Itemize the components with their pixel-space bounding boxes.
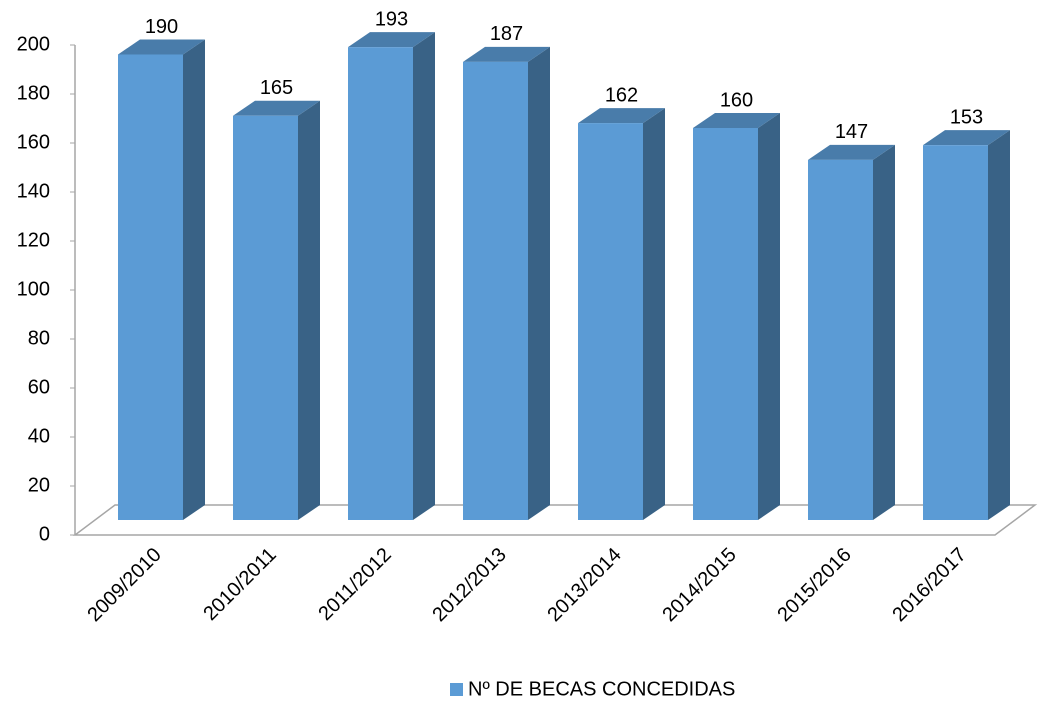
value-label: 187 (490, 23, 523, 45)
legend-label: Nº DE BECAS CONCEDIDAS (468, 678, 735, 700)
y-tick-label: 0 (39, 523, 50, 545)
x-tick-label: 2011/2012 (314, 544, 395, 625)
bar-side (298, 100, 320, 520)
bar (233, 115, 298, 520)
bar-side (758, 113, 780, 520)
bar (463, 61, 528, 520)
value-label: 147 (835, 121, 868, 143)
floor (72, 504, 1038, 536)
bar-top (118, 39, 205, 55)
bar-top (578, 108, 665, 124)
x-tick-label: 2012/2013 (428, 544, 510, 626)
bar-top (693, 113, 780, 128)
bar-side (988, 130, 1010, 520)
bar-top (923, 130, 1010, 146)
x-tick-label: 2013/2014 (543, 544, 625, 626)
bar-side (183, 39, 205, 520)
x-tick-label: 2009/2010 (83, 544, 165, 626)
y-tick-label: 180 (17, 82, 50, 104)
x-tick-label: 2016/2017 (888, 544, 970, 626)
y-tick-label: 20 (28, 474, 50, 496)
value-label: 162 (605, 84, 638, 106)
bar-top (233, 100, 320, 116)
y-tick-label: 80 (28, 327, 50, 349)
bar-side (528, 46, 550, 520)
bar-top (808, 144, 895, 160)
y-tick-label: 120 (17, 229, 50, 251)
y-tick-label: 140 (17, 180, 50, 202)
value-label: 165 (260, 77, 293, 99)
bar (808, 159, 873, 520)
y-tick-label: 60 (28, 376, 50, 398)
y-tick-label: 200 (17, 33, 50, 55)
x-tick-label: 2010/2011 (199, 544, 280, 625)
bar (348, 47, 413, 521)
bar (693, 128, 758, 520)
y-tick-label: 160 (17, 131, 50, 153)
bar-side (413, 32, 435, 521)
value-label: 153 (950, 106, 983, 128)
value-label: 190 (145, 16, 178, 38)
bar (923, 145, 988, 520)
value-label: 160 (720, 89, 753, 111)
bar-top (348, 32, 435, 48)
bar-side (873, 144, 895, 520)
bar-side (643, 108, 665, 520)
y-tick-label: 100 (17, 278, 50, 300)
bar (578, 123, 643, 520)
value-label: 193 (375, 8, 408, 30)
bar-top (463, 46, 550, 62)
x-tick-label: 2015/2016 (773, 544, 855, 626)
bar (118, 54, 183, 520)
x-tick-label: 2014/2015 (658, 544, 740, 626)
legend-swatch (450, 683, 463, 696)
y-tick-label: 40 (28, 425, 50, 447)
